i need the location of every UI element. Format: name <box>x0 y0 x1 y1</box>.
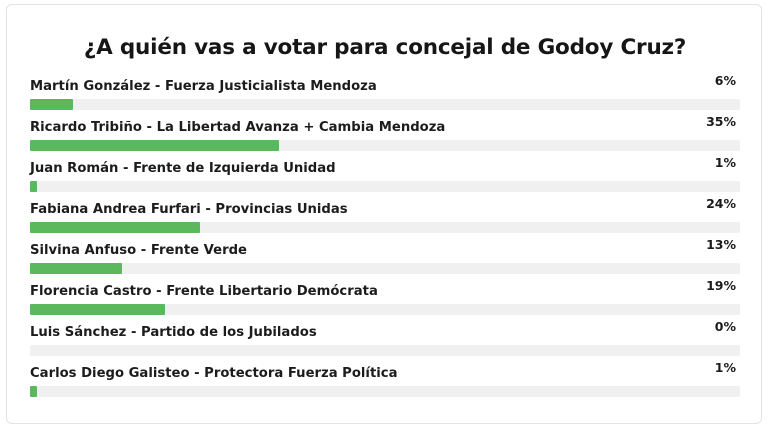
option-percent: 35% <box>706 114 736 129</box>
poll-option[interactable]: Martín González - Fuerza Justicialista M… <box>30 73 742 110</box>
result-bar-fill <box>30 304 165 315</box>
result-bar-fill <box>30 99 73 110</box>
result-bar-track <box>30 99 740 110</box>
result-bar-track <box>30 140 740 151</box>
result-bar-track <box>30 345 740 356</box>
option-label: Juan Román - Frente de Izquierda Unidad <box>30 161 336 176</box>
option-percent: 6% <box>714 73 736 88</box>
poll-option[interactable]: Florencia Castro - Frente Libertario Dem… <box>30 278 742 315</box>
poll-option[interactable]: Carlos Diego Galisteo - Protectora Fuerz… <box>30 360 742 397</box>
option-percent: 24% <box>706 196 736 211</box>
result-bar-fill <box>30 181 38 192</box>
result-bar-track <box>30 181 740 192</box>
option-percent: 19% <box>706 278 736 293</box>
result-bar-fill <box>30 263 123 274</box>
poll-option[interactable]: Ricardo Tribiño - La Libertad Avanza + C… <box>30 114 742 151</box>
option-label: Luis Sánchez - Partido de los Jubilados <box>30 325 317 340</box>
poll-option[interactable]: Juan Román - Frente de Izquierda Unidad … <box>30 155 742 192</box>
result-bar-track <box>30 263 740 274</box>
option-percent: 0% <box>714 319 736 334</box>
result-bar-track <box>30 304 740 315</box>
result-bar-fill <box>30 140 279 151</box>
poll-option[interactable]: Luis Sánchez - Partido de los Jubilados … <box>30 319 742 356</box>
option-label: Martín González - Fuerza Justicialista M… <box>30 79 377 94</box>
option-label: Silvina Anfuso - Frente Verde <box>30 243 247 258</box>
result-bar-track <box>30 222 740 233</box>
option-label: Carlos Diego Galisteo - Protectora Fuerz… <box>30 366 398 381</box>
poll-option[interactable]: Fabiana Andrea Furfari - Provincias Unid… <box>30 196 742 233</box>
poll-title: ¿A quién vas a votar para concejal de Go… <box>83 35 687 60</box>
option-percent: 1% <box>714 360 736 375</box>
option-label: Ricardo Tribiño - La Libertad Avanza + C… <box>30 120 446 135</box>
result-bar-fill <box>30 386 38 397</box>
option-percent: 1% <box>714 155 736 170</box>
poll-option[interactable]: Silvina Anfuso - Frente Verde 13% <box>30 237 742 274</box>
option-label: Fabiana Andrea Furfari - Provincias Unid… <box>30 202 348 217</box>
option-label: Florencia Castro - Frente Libertario Dem… <box>30 284 378 299</box>
result-bar-track <box>30 386 740 397</box>
option-percent: 13% <box>706 237 736 252</box>
poll-card: ¿A quién vas a votar para concejal de Go… <box>6 4 762 424</box>
result-bar-fill <box>30 222 201 233</box>
